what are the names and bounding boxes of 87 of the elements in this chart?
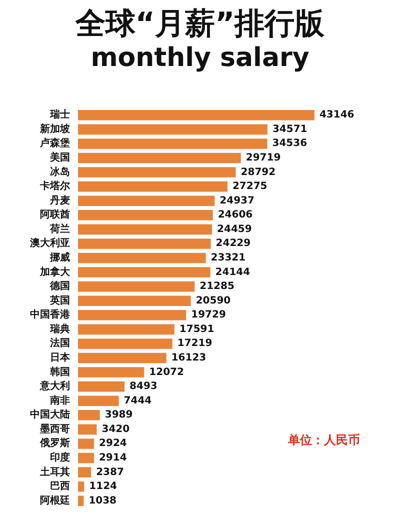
data-label: 17591 (179, 324, 214, 335)
data-label: 34571 (272, 124, 308, 135)
data-label: 28792 (240, 166, 276, 178)
data-label: 12072 (149, 366, 184, 378)
bar (78, 296, 191, 306)
y-tick-label: 瑞典 (49, 322, 70, 335)
y-tick-label: 法国 (49, 337, 70, 350)
bar (78, 124, 268, 135)
y-tick-label: 日本 (50, 352, 71, 364)
data-label: 3989 (104, 410, 133, 421)
bar (78, 252, 206, 264)
data-label: 2914 (98, 452, 127, 464)
data-label: 24459 (217, 224, 252, 235)
bar (78, 138, 268, 149)
data-label: 19729 (191, 310, 226, 321)
data-label: 16123 (171, 352, 206, 364)
bar (78, 424, 97, 435)
y-tick-label: 新加坡 (39, 122, 71, 135)
y-tick-label: 美国 (49, 152, 70, 164)
data-label: 23321 (210, 252, 246, 264)
bar (78, 338, 172, 349)
bar (78, 281, 195, 292)
bar (78, 352, 166, 364)
bar (78, 496, 84, 506)
y-tick-label: 阿联酋 (40, 208, 70, 221)
y-tick-label: 加拿大 (39, 266, 71, 278)
bar (78, 210, 213, 220)
data-label: 7444 (124, 395, 152, 406)
data-label: 17219 (177, 338, 212, 350)
bar (78, 410, 100, 420)
bar (78, 452, 94, 464)
bar (78, 152, 241, 164)
y-tick-label: 意大利 (39, 380, 70, 392)
data-label: 34536 (272, 138, 308, 150)
data-label: 3420 (102, 424, 130, 435)
bar (78, 238, 211, 249)
chart-title: 全球“月薪”排行版 (74, 6, 326, 42)
bar (78, 438, 94, 449)
y-tick-label: 瑞士 (49, 108, 70, 121)
data-label: 2387 (96, 466, 124, 478)
y-tick-label: 南非 (49, 394, 70, 406)
y-tick-label: 冰岛 (50, 166, 70, 178)
y-tick-label: 英国 (49, 294, 70, 306)
y-tick-label: 荷兰 (49, 222, 70, 235)
y-tick-label: 俄罗斯 (39, 437, 70, 450)
bar (78, 110, 314, 120)
bar (78, 196, 215, 206)
data-label: 24144 (215, 266, 250, 278)
bar (78, 167, 236, 178)
y-tick-label: 阿根廷 (40, 494, 70, 506)
y-tick-label: 土耳其 (39, 466, 70, 478)
y-tick-label: 中国香港 (30, 308, 71, 321)
chart-subtitle: monthly salary (90, 43, 310, 73)
data-label: 8493 (130, 381, 158, 392)
y-tick-label: 墨西哥 (39, 422, 70, 435)
bar (78, 381, 125, 392)
y-tick-label: 德国 (49, 280, 70, 292)
data-label: 20590 (196, 295, 231, 306)
bar (78, 181, 228, 192)
y-tick-label: 印度 (50, 452, 70, 464)
bar (78, 467, 92, 478)
y-tick-label: 澳大利亚 (29, 237, 70, 250)
data-label: 21285 (200, 281, 234, 292)
bar (78, 367, 144, 378)
y-tick-label: 挪威 (49, 252, 70, 264)
data-label: 1124 (89, 481, 118, 492)
y-tick-label: 中国大陆 (30, 408, 70, 421)
bar (78, 310, 186, 320)
y-tick-label: 丹麦 (49, 194, 70, 206)
bar (78, 324, 174, 335)
bar (78, 396, 119, 406)
data-label: 24606 (218, 210, 253, 221)
data-label: 2924 (99, 438, 127, 450)
data-label: 27275 (232, 181, 268, 192)
data-label: 24229 (216, 238, 251, 250)
bar (78, 267, 210, 278)
data-label: 29719 (246, 152, 281, 164)
bar (78, 481, 84, 492)
y-tick-label: 巴西 (50, 481, 70, 492)
data-label: 24937 (220, 195, 254, 206)
y-tick-label: 卡塔尔 (39, 180, 71, 192)
data-label: 1038 (88, 495, 117, 506)
data-label: 43146 (319, 110, 354, 121)
y-tick-label: 卢森堡 (39, 137, 70, 150)
y-tick-label: 韩国 (49, 366, 70, 378)
bar (78, 224, 212, 235)
annotation: 单位：人民币 (287, 433, 360, 447)
